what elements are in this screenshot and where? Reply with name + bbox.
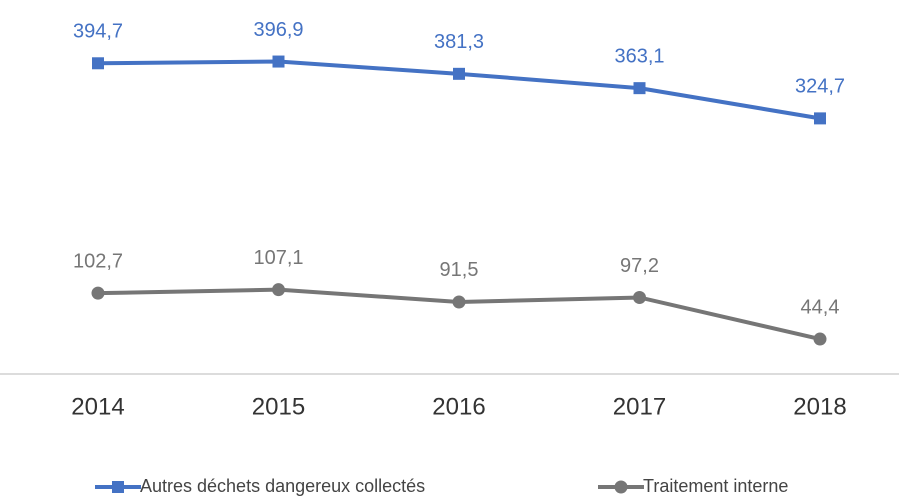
data-label: 394,7 (73, 21, 123, 43)
point (813, 332, 827, 346)
x-tick-label: 2017 (613, 393, 666, 420)
data-label: 97,2 (620, 255, 659, 277)
legend-marker (112, 481, 124, 493)
data-label: 324,7 (795, 76, 845, 98)
point (272, 283, 285, 297)
point (91, 286, 105, 300)
data-label: 363,1 (614, 45, 664, 67)
point (453, 67, 465, 80)
data-label: 396,9 (253, 19, 303, 41)
x-tick-label: 2018 (793, 393, 846, 420)
legend-label: Autres déchets dangereux collectés (140, 476, 425, 496)
data-label: 91,5 (440, 259, 479, 281)
data-label: 102,7 (73, 250, 123, 272)
point (633, 82, 646, 95)
point (814, 112, 826, 125)
x-tick-label: 2016 (432, 393, 485, 420)
data-label: 44,4 (801, 296, 840, 318)
legend-marker (614, 480, 628, 494)
x-tick-label: 2014 (71, 393, 124, 420)
x-tick-label: 2015 (252, 393, 305, 420)
data-label: 381,3 (434, 31, 484, 53)
point (452, 295, 466, 309)
point (272, 55, 285, 68)
point (92, 57, 104, 70)
data-label: 107,1 (253, 247, 303, 269)
point (633, 290, 646, 304)
legend-label: Traitement interne (643, 476, 788, 496)
